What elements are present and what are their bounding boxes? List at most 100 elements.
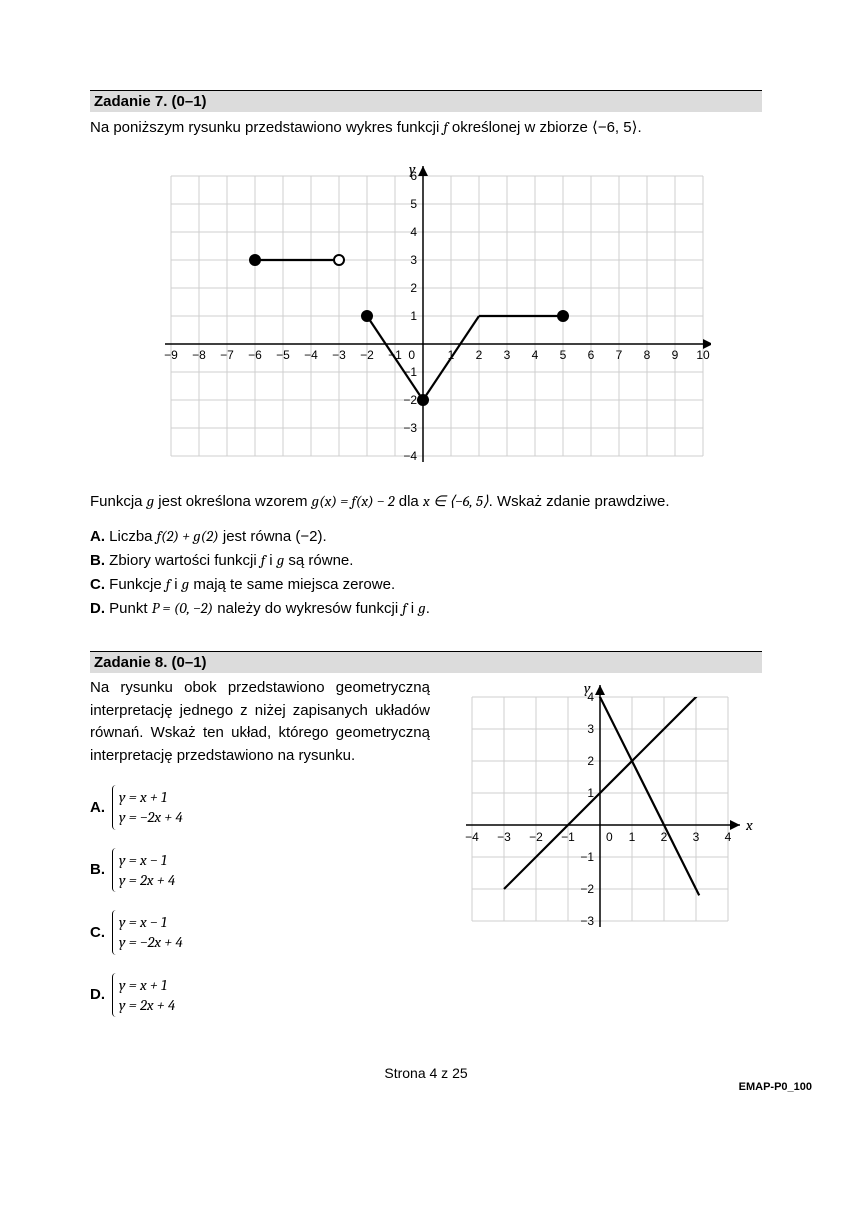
task8-header: Zadanie 8. (0–1) <box>90 651 762 673</box>
svg-text:−3: −3 <box>332 348 346 362</box>
svg-text:10: 10 <box>696 348 710 362</box>
svg-text:−4: −4 <box>465 830 479 844</box>
sd2: y = 2x + 4 <box>119 995 424 1015</box>
opt-c-1: Funkcje <box>105 576 166 593</box>
opt-b: B. Zbiory wartości funkcji f i g są równ… <box>90 551 762 569</box>
task7-body: Na poniższym rysunku przedstawiono wykre… <box>90 116 762 140</box>
and1: i <box>265 552 277 569</box>
svg-text:−2: −2 <box>529 830 543 844</box>
svg-text:3: 3 <box>587 722 594 736</box>
task8-right: −4−3−2−11234−3−2−112340xy <box>450 677 762 947</box>
sc-lbl: C. <box>90 924 112 941</box>
svg-text:−8: −8 <box>192 348 206 362</box>
lbl-b: B. <box>90 552 105 569</box>
sc2: y = −2x + 4 <box>119 932 424 952</box>
svg-text:−1: −1 <box>561 830 575 844</box>
svg-text:0: 0 <box>606 830 613 844</box>
lbl-c: C. <box>90 576 105 593</box>
svg-text:−5: −5 <box>276 348 290 362</box>
task7-intro-b: określonej w zbiorze ⟨−6, 5⟩. <box>448 119 642 136</box>
opt-c: C. Funkcje f i g mają te same miejsca ze… <box>90 575 762 593</box>
sb-lbl: B. <box>90 861 112 878</box>
svg-text:3: 3 <box>504 348 511 362</box>
x-domain: x ∈ ⟨−6, 5⟩ <box>423 492 489 510</box>
svg-text:6: 6 <box>588 348 595 362</box>
opt-a-2: f(2) + g(2) <box>157 527 219 545</box>
svg-text:4: 4 <box>410 225 417 239</box>
opt-b-1: Zbiory wartości funkcji <box>105 552 261 569</box>
task8-left: Na rysunku obok przedstawiono geometrycz… <box>90 677 430 1035</box>
sa1: y = x + 1 <box>119 787 424 807</box>
task7-header: Zadanie 7. (0–1) <box>90 90 762 112</box>
opt-c-2: mają te same miejsca zerowe. <box>189 576 395 593</box>
opt-d-3: należy do wykresów funkcji <box>213 600 402 617</box>
svg-text:2: 2 <box>410 281 417 295</box>
sd-lbl: D. <box>90 986 112 1003</box>
svg-text:−4: −4 <box>403 449 417 463</box>
sb1: y = x − 1 <box>119 850 424 870</box>
opt-d-2: P = (0, −2) <box>152 599 213 617</box>
svg-text:−6: −6 <box>248 348 262 362</box>
svg-text:−3: −3 <box>580 914 594 928</box>
task8-intro: Na rysunku obok przedstawiono geometrycz… <box>90 677 430 767</box>
opt-d: D. Punkt P = (0, −2) należy do wykresów … <box>90 599 762 617</box>
sys-a: A. y = x + 1 y = −2x + 4 <box>90 785 430 830</box>
g-formula: g(x) = f(x) − 2 <box>312 492 395 510</box>
svg-text:9: 9 <box>672 348 679 362</box>
g4: g <box>418 599 425 617</box>
sb2: y = 2x + 4 <box>119 870 424 890</box>
svg-text:y: y <box>584 679 591 697</box>
opt-a-3: jest równa (−2). <box>219 528 327 545</box>
sys-c: C. y = x − 1 y = −2x + 4 <box>90 910 430 955</box>
svg-text:2: 2 <box>587 754 594 768</box>
opt-d-1: Punkt <box>105 600 152 617</box>
page-number: Strona 4 z 25 <box>90 1065 762 1081</box>
doc-id: EMAP-P0_100 <box>739 1081 812 1093</box>
svg-text:−9: −9 <box>164 348 178 362</box>
svg-text:1: 1 <box>587 786 594 800</box>
t7m-b: jest określona wzorem <box>154 493 312 510</box>
svg-text:x: x <box>745 816 753 834</box>
t7m-d: . Wskaż zdanie prawdziwe. <box>489 493 670 510</box>
sd1: y = x + 1 <box>119 975 424 995</box>
sa-lbl: A. <box>90 799 112 816</box>
opt-a: A. Liczba f(2) + g(2) jest równa (−2). <box>90 527 762 545</box>
svg-text:−2: −2 <box>403 393 417 407</box>
svg-text:3: 3 <box>693 830 700 844</box>
sc1: y = x − 1 <box>119 912 424 932</box>
svg-text:−2: −2 <box>580 882 594 896</box>
sa2: y = −2x + 4 <box>119 807 424 827</box>
svg-text:0: 0 <box>408 348 415 362</box>
svg-text:−4: −4 <box>304 348 318 362</box>
svg-text:−2: −2 <box>360 348 374 362</box>
svg-text:5: 5 <box>560 348 567 362</box>
task8-row: Na rysunku obok przedstawiono geometrycz… <box>90 677 762 1035</box>
task7-chart: −9−8−7−6−5−4−3−2−112345678910−4−3−2−1123… <box>90 156 762 466</box>
sd-brace: y = x + 1 y = 2x + 4 <box>112 973 430 1018</box>
t7m-c: dla <box>395 493 423 510</box>
page: Zadanie 7. (0–1) Na poniższym rysunku pr… <box>0 0 852 1111</box>
svg-text:2: 2 <box>476 348 483 362</box>
svg-text:4: 4 <box>532 348 539 362</box>
sys-d: D. y = x + 1 y = 2x + 4 <box>90 973 430 1018</box>
task7-options: A. Liczba f(2) + g(2) jest równa (−2). B… <box>90 527 762 617</box>
svg-text:5: 5 <box>410 197 417 211</box>
opt-b-2: są równe. <box>284 552 353 569</box>
svg-text:1: 1 <box>629 830 636 844</box>
svg-text:y: y <box>409 160 416 178</box>
and2: i <box>170 576 182 593</box>
sa-brace: y = x + 1 y = −2x + 4 <box>112 785 430 830</box>
svg-text:4: 4 <box>725 830 732 844</box>
lbl-a: A. <box>90 528 105 545</box>
sb-brace: y = x − 1 y = 2x + 4 <box>112 848 430 893</box>
lbl-d: D. <box>90 600 105 617</box>
and3: i <box>407 600 419 617</box>
svg-text:8: 8 <box>644 348 651 362</box>
svg-text:−3: −3 <box>403 421 417 435</box>
sys-b: B. y = x − 1 y = 2x + 4 <box>90 848 430 893</box>
svg-text:−7: −7 <box>220 348 234 362</box>
svg-text:1: 1 <box>410 309 417 323</box>
svg-text:3: 3 <box>410 253 417 267</box>
t7m-a: Funkcja <box>90 493 147 510</box>
sc-brace: y = x − 1 y = −2x + 4 <box>112 910 430 955</box>
